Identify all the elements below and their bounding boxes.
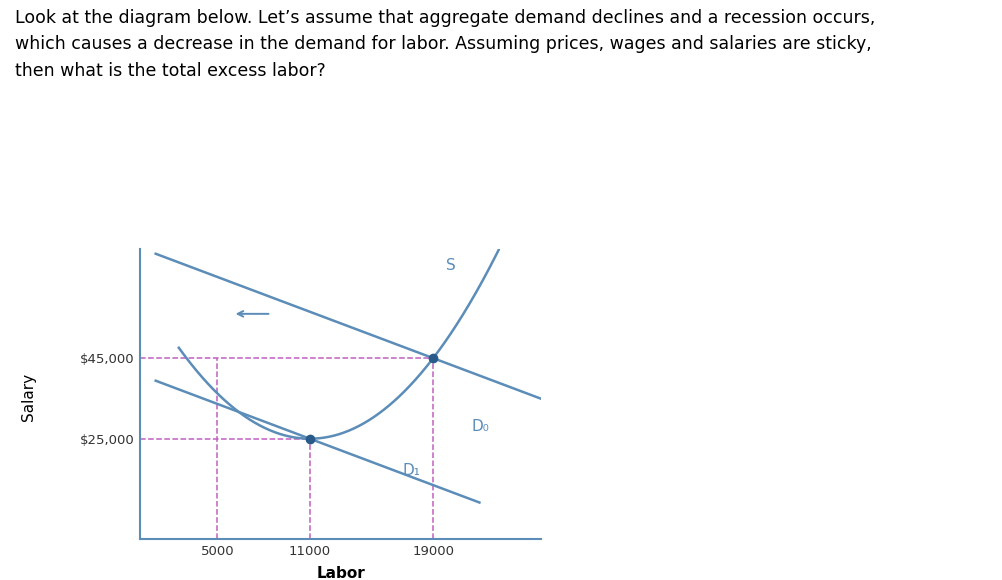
Text: Look at the diagram below. Let’s assume that aggregate demand declines and a rec: Look at the diagram below. Let’s assume … bbox=[15, 9, 876, 79]
Text: S: S bbox=[446, 258, 455, 273]
Text: Salary: Salary bbox=[21, 374, 35, 421]
Text: D₀: D₀ bbox=[472, 419, 490, 434]
Text: D₁: D₁ bbox=[403, 463, 420, 478]
X-axis label: Labor: Labor bbox=[317, 566, 365, 580]
